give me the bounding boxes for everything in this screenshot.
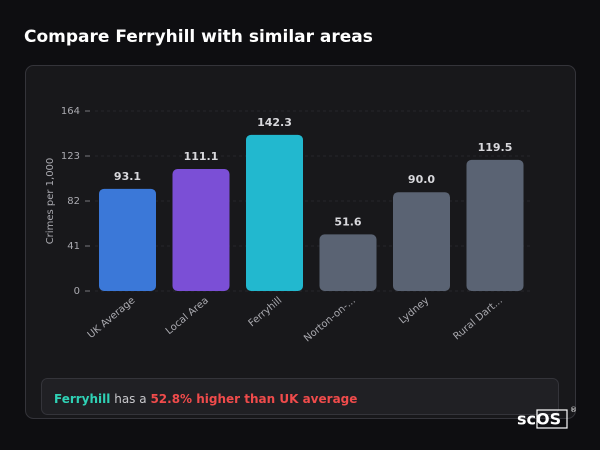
bar — [319, 234, 377, 291]
y-tick-label: 41 — [67, 241, 80, 252]
summary-box — [41, 378, 559, 415]
value-label: 90.0 — [408, 173, 435, 186]
value-label: 93.1 — [114, 170, 141, 183]
y-tick-label: 0 — [74, 286, 80, 297]
y-axis-label: Crimes per 1,000 — [45, 158, 56, 245]
summary-connector: has a — [114, 392, 146, 406]
value-label: 142.3 — [257, 116, 292, 129]
logo-box — [536, 409, 568, 429]
summary-highlight: 52.8% higher than UK average — [150, 392, 357, 406]
y-tick-label: 82 — [67, 196, 80, 207]
y-tick-label: 123 — [61, 151, 80, 162]
bar — [172, 169, 230, 291]
value-label: 119.5 — [478, 141, 513, 154]
bar — [246, 134, 303, 291]
summary-area: Ferryhill — [54, 392, 110, 406]
bar — [466, 159, 524, 291]
y-tick-label: 164 — [61, 106, 80, 117]
logo-mark: ® — [570, 406, 577, 414]
bar — [99, 188, 156, 291]
value-label: 111.1 — [184, 150, 219, 163]
bar — [393, 192, 450, 291]
summary-text: Ferryhill has a 52.8% higher than UK ave… — [54, 392, 357, 406]
logo: scOS — [517, 410, 561, 429]
value-label: 51.6 — [334, 215, 361, 228]
page-title: Compare Ferryhill with similar areas — [24, 27, 373, 47]
